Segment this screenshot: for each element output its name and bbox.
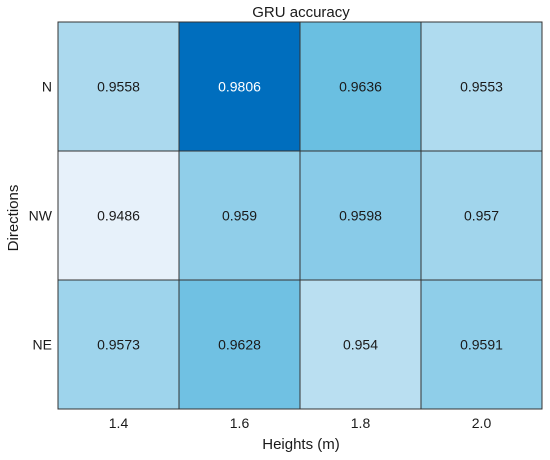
cell-value-label: 0.957 xyxy=(464,208,499,224)
heatmap-cell xyxy=(178,150,301,281)
cell-value-label: 0.9598 xyxy=(339,208,382,224)
x-tick-label: 1.4 xyxy=(109,415,129,431)
cell-value-label: 0.9636 xyxy=(339,79,382,95)
heatmap-cell xyxy=(178,21,301,152)
cell-value-label: 0.9558 xyxy=(97,79,140,95)
cell-value-label: 0.9628 xyxy=(218,337,261,353)
heatmap-cell xyxy=(299,21,422,152)
cell-value-label: 0.9553 xyxy=(460,79,503,95)
heatmap-cell xyxy=(57,21,180,152)
x-tick-labels: 1.4 1.6 1.8 2.0 xyxy=(109,415,492,431)
x-tick-label: 2.0 xyxy=(472,415,492,431)
x-tick-label: 1.8 xyxy=(351,415,371,431)
cell-value-label: 0.959 xyxy=(222,208,257,224)
cell-value-label: 0.9806 xyxy=(218,79,261,95)
heatmap-cell xyxy=(178,279,301,410)
y-tick-label: N xyxy=(42,79,52,95)
y-axis-label: Directions xyxy=(5,185,22,252)
heatmap-cell xyxy=(420,279,543,410)
y-tick-label: NW xyxy=(29,208,53,224)
heatmap-cells: 0.9558 0.9806 0.9636 0.9553 0.9486 0.959 0.959… xyxy=(57,21,543,410)
y-tick-labels: N NW NE xyxy=(29,79,53,353)
heatmap-cell xyxy=(420,150,543,281)
heatmap-cell xyxy=(57,150,180,281)
heatmap-cell xyxy=(57,279,180,410)
x-tick-label: 1.6 xyxy=(230,415,250,431)
heatmap-cell xyxy=(420,21,543,152)
cell-value-label: 0.954 xyxy=(343,337,378,353)
cell-value-label: 0.9591 xyxy=(460,337,503,353)
cell-value-label: 0.9486 xyxy=(97,208,140,224)
chart-title: GRU accuracy xyxy=(252,4,350,21)
x-axis-label: Heights (m) xyxy=(262,436,340,453)
cell-value-label: 0.9573 xyxy=(97,337,140,353)
y-tick-label: NE xyxy=(33,337,52,353)
